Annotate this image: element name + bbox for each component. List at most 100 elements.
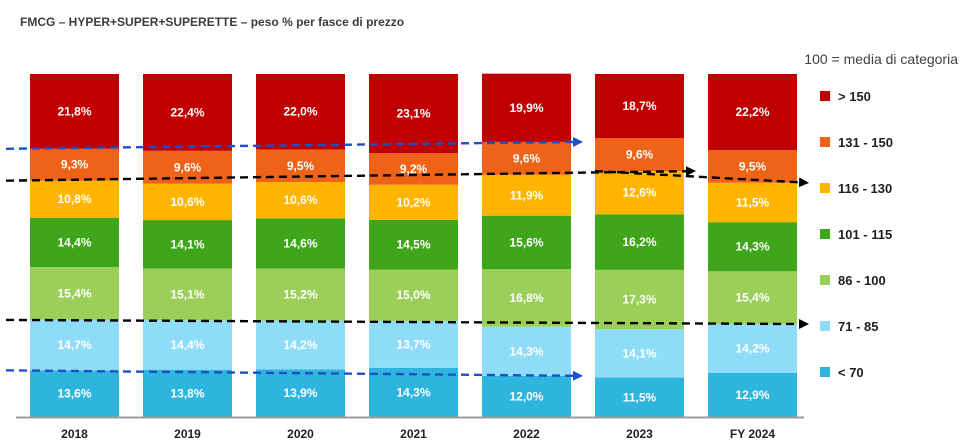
x-tick-label: 2019 <box>174 427 201 441</box>
bar-segment-2021-86-100 <box>369 269 458 321</box>
legend-swatch <box>820 367 830 377</box>
bar-segment-2023-86-100 <box>595 269 684 330</box>
data-label: 18,7% <box>622 99 656 113</box>
data-label: 9,6% <box>174 160 202 174</box>
x-tick-label: 2020 <box>287 427 314 441</box>
x-tick-label: 2022 <box>513 427 540 441</box>
bar-segment-2018-70 <box>30 370 119 417</box>
x-axis-labels: 2018 2019 2020 2021 2022 2023 FY 2024 <box>61 427 775 441</box>
bar-segment-2020-116-130 <box>256 182 345 219</box>
legend-swatch <box>820 91 830 101</box>
x-tick-label: FY 2024 <box>730 427 775 441</box>
bar-segment-2020-71-85 <box>256 320 345 370</box>
data-label: 21,8% <box>57 104 91 118</box>
data-label: 14,2% <box>283 338 317 352</box>
data-label: 15,4% <box>735 291 769 305</box>
data-label: 12,9% <box>735 388 769 402</box>
bar-segment-2023-131-150 <box>595 138 684 172</box>
data-label: 11,5% <box>736 195 770 209</box>
data-label: 9,2% <box>400 162 428 176</box>
bar-segment-2018-150 <box>30 74 119 149</box>
x-tick-label: 2021 <box>400 427 427 441</box>
data-label: 15,0% <box>396 288 430 302</box>
bar-segment-2020-150 <box>256 74 345 150</box>
data-label: 15,2% <box>283 288 317 302</box>
data-label: 14,2% <box>735 341 769 355</box>
bar-segment-2021-131-150 <box>369 153 458 185</box>
trend-arrows <box>5 137 809 381</box>
bar-segment-fy-2024-70 <box>708 372 797 417</box>
bar-segment-2019-86-100 <box>143 268 232 321</box>
legend-swatch <box>820 229 830 239</box>
data-label: 10,6% <box>170 195 204 209</box>
bar-segment-fy-2024-86-100 <box>708 271 797 325</box>
data-label: 22,4% <box>170 105 204 119</box>
data-label: 13,7% <box>396 337 430 351</box>
bar-segment-2020-101-115 <box>256 218 345 269</box>
bar-segment-2022-131-150 <box>482 141 571 175</box>
legend-label: > 150 <box>838 89 871 104</box>
bar-segment-fy-2024-116-130 <box>708 182 797 223</box>
bar-segment-2021-101-115 <box>369 219 458 270</box>
data-label: 9,5% <box>287 159 315 173</box>
data-label: 11,9% <box>510 188 544 202</box>
data-label: 14,3% <box>396 385 430 399</box>
trend-arrow <box>5 137 583 150</box>
legend-swatch <box>820 137 830 147</box>
bar-segment-2019-150 <box>143 74 232 151</box>
data-label: 11,5% <box>623 390 657 404</box>
bar-segment-2021-71-85 <box>369 320 458 368</box>
data-label: 17,3% <box>622 293 656 307</box>
chart-note: 100 = media di categoria <box>804 51 958 67</box>
bar-segment-2022-86-100 <box>482 269 571 327</box>
bar-segment-2019-70 <box>143 369 232 417</box>
x-tick-label: 2023 <box>626 427 653 441</box>
bar-segment-2019-116-130 <box>143 183 232 221</box>
legend-swatch <box>820 321 830 331</box>
data-label: 13,6% <box>57 387 91 401</box>
data-label: 14,7% <box>57 338 91 352</box>
data-label: 9,6% <box>626 148 654 162</box>
bar-segment-2023-116-130 <box>595 171 684 215</box>
bar-segment-2018-116-130 <box>30 180 119 218</box>
x-tick-label: 2018 <box>61 427 88 441</box>
legend-label: 71 - 85 <box>838 319 878 334</box>
data-label: 15,1% <box>170 287 204 301</box>
data-label: 14,4% <box>170 338 204 352</box>
bar-segment-2023-70 <box>595 377 684 418</box>
bar-segment-2023-101-115 <box>595 214 684 270</box>
data-label: 14,5% <box>396 238 430 252</box>
bar-segment-2022-150 <box>482 73 571 142</box>
bars-group: 13,6% 14,7% 15,4% 14,4% 10,8% 9,3% 21,8% 13,8% 1… <box>16 73 804 419</box>
data-label: 22,0% <box>283 105 317 119</box>
data-label: 12,6% <box>622 186 656 200</box>
bar-segment-2022-101-115 <box>482 215 571 270</box>
data-label: 14,3% <box>735 240 769 254</box>
data-label: 9,6% <box>513 151 541 165</box>
data-label: 12,0% <box>509 389 543 403</box>
bar-segment-2022-116-130 <box>482 174 571 216</box>
bar-segment-2020-70 <box>256 369 345 417</box>
bar-segment-2018-71-85 <box>30 319 119 371</box>
legend-label: < 70 <box>838 365 864 380</box>
data-label: 10,8% <box>57 192 91 206</box>
data-label: 15,6% <box>509 235 543 249</box>
data-label: 13,8% <box>170 386 204 400</box>
bar-segment-2020-86-100 <box>256 268 345 321</box>
legend-swatch <box>820 183 830 193</box>
bar-segment-fy-2024-71-85 <box>708 324 797 373</box>
bar-segment-2018-86-100 <box>30 267 119 320</box>
data-label: 16,2% <box>622 235 656 249</box>
data-label: 14,4% <box>57 235 91 249</box>
data-label: 13,9% <box>283 386 317 400</box>
bar-segment-fy-2024-150 <box>708 74 797 151</box>
bar-segment-2018-131-150 <box>30 148 119 181</box>
bar-segment-2023-150 <box>595 74 684 139</box>
bar-segment-2019-71-85 <box>143 320 232 370</box>
trend-arrow <box>5 166 696 182</box>
bar-segment-2022-70 <box>482 375 571 417</box>
data-label: 9,5% <box>739 159 767 173</box>
data-label: 23,1% <box>396 107 430 121</box>
data-label: 14,1% <box>622 346 656 360</box>
chart-title: FMCG – HYPER+SUPER+SUPERETTE – peso % pe… <box>20 15 404 29</box>
